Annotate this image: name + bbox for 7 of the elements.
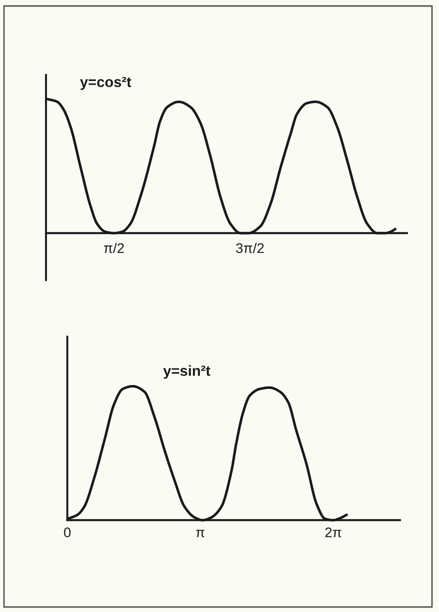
x-tick-label: π (196, 530, 204, 538)
x-tick-label: 2π (325, 527, 342, 538)
x-tick-label: π/2 (104, 242, 124, 254)
chart-title: y=cos²t (80, 76, 132, 90)
x-tick-label: 0 (64, 527, 71, 538)
chart-title: y=sin²t (163, 365, 210, 379)
x-tick-label: 3π/2 (236, 242, 264, 254)
